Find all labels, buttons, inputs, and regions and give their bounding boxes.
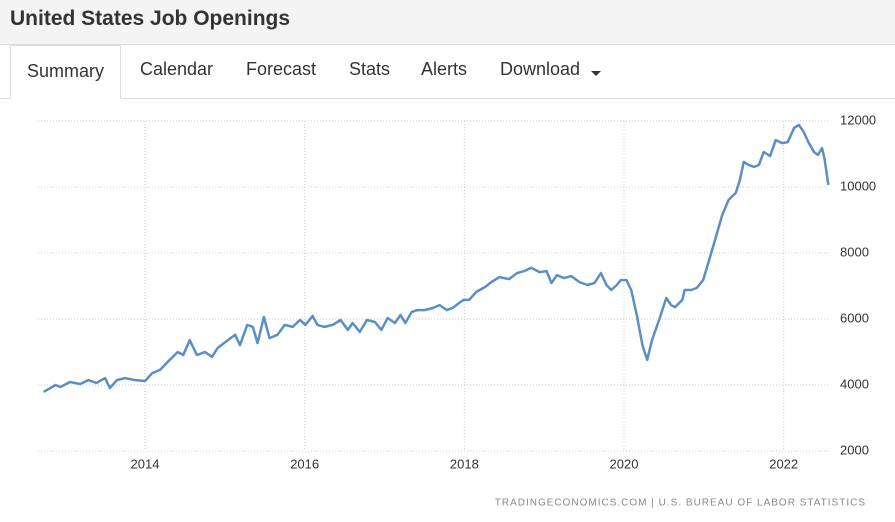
y-tick-label: 2000 (840, 442, 869, 457)
x-tick-label: 2016 (290, 456, 319, 471)
tab-bar: Summary Calendar Forecast Stats Alerts D… (0, 45, 895, 99)
tab[interactable]: Download (500, 59, 581, 79)
tab[interactable]: Summary (10, 45, 121, 99)
y-tick-label: 4000 (840, 376, 869, 391)
y-tick-label: 8000 (840, 244, 869, 259)
page-title: United States Job Openings (10, 7, 291, 30)
tab[interactable]: Calendar (140, 59, 214, 79)
tab[interactable]: Forecast (246, 59, 317, 79)
y-tick-label: 6000 (840, 310, 869, 325)
data-line (42, 123, 830, 393)
y-tick-label: 12000 (840, 112, 876, 127)
x-tick-label: 2022 (769, 456, 798, 471)
dropdown-caret (591, 71, 601, 76)
x-tick-label: 2014 (131, 456, 160, 471)
chart: TRADINGECONOMICS.COM | U.S. BUREAU OF LA… (38, 112, 876, 509)
tab[interactable]: Alerts (421, 59, 468, 79)
x-tick-label: 2020 (610, 456, 639, 471)
y-tick-label: 10000 (840, 178, 876, 193)
header: United States Job Openings (0, 0, 895, 45)
x-tick-label: 2018 (450, 456, 479, 471)
tab[interactable]: Stats (349, 59, 391, 79)
source: TRADINGECONOMICS.COM | U.S. BUREAU OF LA… (495, 498, 866, 509)
